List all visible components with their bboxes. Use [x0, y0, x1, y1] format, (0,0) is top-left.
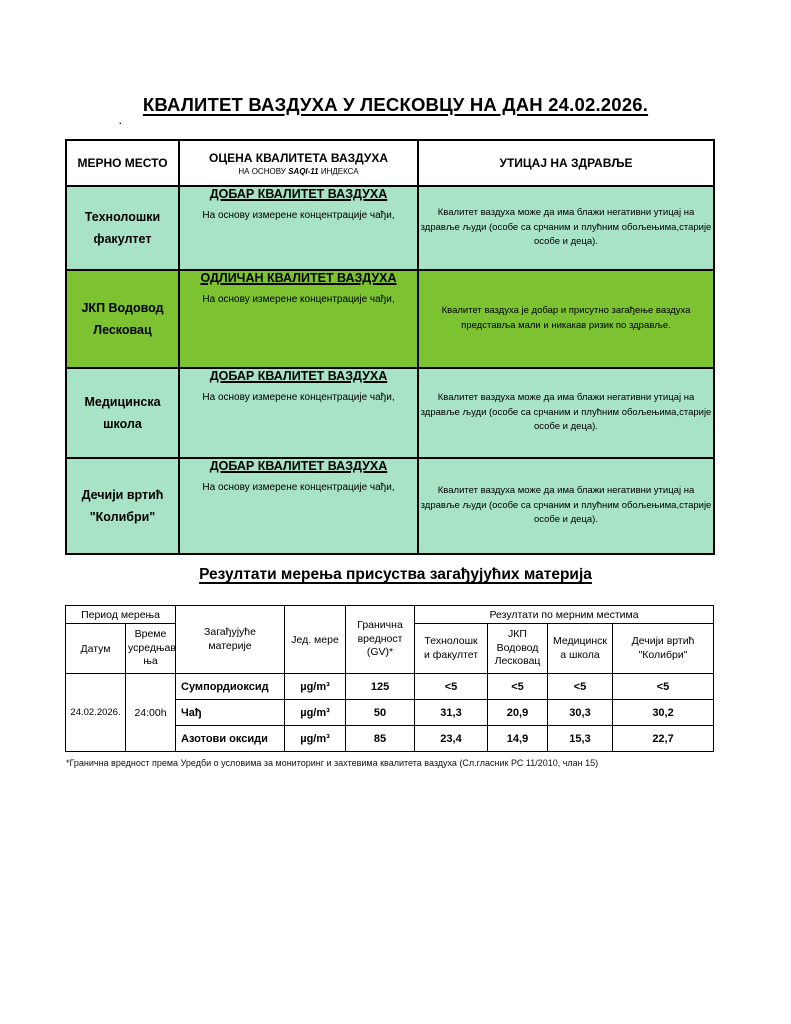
- measurement-date: 24.02.2026.: [65, 673, 126, 752]
- header-period: Период мерења: [64, 605, 177, 624]
- saqi-prefix: НА ОСНОВУ: [238, 166, 289, 176]
- health-impact-text: Квалитет ваздуха може да има блажи негат…: [417, 367, 715, 459]
- assessment-grade: ДОБАР КВАЛИТЕТ ВАЗДУХА: [209, 459, 388, 473]
- result-vodovod: <5: [487, 673, 549, 700]
- assessment-cell: ДОБАР КВАЛИТЕТ ВАЗДУХА На основу измерен…: [178, 185, 419, 271]
- health-impact-text: Квалитет ваздуха може да има блажи негат…: [417, 457, 715, 555]
- saqi-index-label: SAQI-11: [288, 166, 319, 176]
- assessment-cell: ДОБАР КВАЛИТЕТ ВАЗДУХА На основу измерен…: [178, 367, 419, 459]
- header-ocena-sublabel: НА ОСНОВУ SAQI-11 ИНДЕКСА: [181, 166, 416, 176]
- limit-value: 125: [345, 673, 416, 700]
- result-medicinska: <5: [547, 673, 614, 700]
- header-site-vodovod: ЈКП Водовод Лесковац: [487, 623, 549, 674]
- results-header-row-1: Период мерења Загађујуће материје Јед. м…: [64, 605, 715, 674]
- assessment-basis: На основу измерене концентрације чађи,: [202, 210, 395, 221]
- header-site-tehnoloski: Технолошк и факултет: [414, 623, 489, 674]
- result-tehnoloski: 23,4: [414, 725, 489, 752]
- table-row: Дечији вртић "Колибри" ДОБАР КВАЛИТЕТ ВА…: [65, 457, 715, 555]
- air-quality-header-row: МЕРНО МЕСТО ОЦЕНА КВАЛИТЕТА ВАЗДУХА НА О…: [65, 139, 715, 187]
- limit-value: 85: [345, 725, 416, 752]
- assessment-cell: ДОБАР КВАЛИТЕТ ВАЗДУХА На основу измерен…: [178, 457, 419, 555]
- result-kolibri: 30,2: [612, 699, 715, 726]
- assessment-basis: На основу измерене концентрације чађи,: [202, 392, 395, 403]
- result-medicinska: 15,3: [547, 725, 614, 752]
- site-name: Технолошки факултет: [65, 185, 180, 271]
- table-row: ЈКП Водовод Лесковац ОДЛИЧАН КВАЛИТЕТ ВА…: [65, 269, 715, 369]
- header-merno-mesto: МЕРНО МЕСТО: [65, 139, 180, 187]
- pollutant-name: Азотови оксиди: [175, 725, 286, 752]
- limit-value: 50: [345, 699, 416, 726]
- result-vodovod: 20,9: [487, 699, 549, 726]
- pollutant-name: Чађ: [175, 699, 286, 726]
- header-merno-mesto-label: МЕРНО МЕСТО: [77, 156, 168, 170]
- assessment-basis: На основу измерене концентрације чађи,: [202, 482, 395, 493]
- result-kolibri: <5: [612, 673, 715, 700]
- unit-value: µg/m³: [284, 673, 347, 700]
- assessment-grade: ОДЛИЧАН КВАЛИТЕТ ВАЗДУХА: [200, 271, 397, 285]
- results-section-title-text: Резултати мерења присуства загађујућих м…: [199, 566, 592, 583]
- header-site-medicinska: Медицинск а школа: [547, 623, 614, 674]
- result-kolibri: 22,7: [612, 725, 715, 752]
- table-row: Медицинска школа ДОБАР КВАЛИТЕТ ВАЗДУХА …: [65, 367, 715, 459]
- air-quality-table: МЕРНО МЕСТО ОЦЕНА КВАЛИТЕТА ВАЗДУХА НА О…: [65, 139, 715, 555]
- page-title: КВАЛИТЕТ ВАЗДУХА У ЛЕСКОВЦУ НА ДАН 24.02…: [0, 94, 791, 116]
- header-ocena-label: ОЦЕНА КВАЛИТЕТА ВАЗДУХА: [208, 150, 388, 165]
- site-name: Медицинска школа: [65, 367, 180, 459]
- result-tehnoloski: <5: [414, 673, 489, 700]
- header-uticaj-label: УТИЦАЈ НА ЗДРАВЉЕ: [499, 156, 633, 170]
- table-row: Технолошки факултет ДОБАР КВАЛИТЕТ ВАЗДУ…: [65, 185, 715, 271]
- table-row: Азотови оксиди µg/m³ 85 23,4 14,9 15,3 2…: [66, 725, 715, 752]
- assessment-grade: ДОБАР КВАЛИТЕТ ВАЗДУХА: [209, 369, 388, 383]
- health-impact-text: Квалитет ваздуха може да има блажи негат…: [417, 185, 715, 271]
- result-medicinska: 30,3: [547, 699, 614, 726]
- header-results: Резултати по мерним местима: [414, 605, 715, 624]
- page-title-text: КВАЛИТЕТ ВАЗДУХА У ЛЕСКОВЦУ НА ДАН 24.02…: [142, 94, 649, 115]
- unit-value: µg/m³: [284, 699, 347, 726]
- header-time: Време усредњава ња: [124, 623, 177, 674]
- averaging-time: 24:00h: [124, 673, 177, 752]
- table-row: 24.02.2026. 24:00h Сумпордиоксид µg/m³ 1…: [65, 673, 715, 752]
- saqi-suffix: ИНДЕКСА: [318, 166, 359, 176]
- site-name: Дечији вртић "Колибри": [65, 457, 180, 555]
- header-site-kolibri: Дечији вртић "Колибри": [612, 623, 715, 674]
- header-date: Датум: [65, 623, 126, 674]
- assessment-basis: На основу измерене концентрације чађи,: [202, 294, 395, 305]
- header-uticaj: УТИЦАЈ НА ЗДРАВЉЕ: [417, 139, 715, 187]
- header-pollutants: Загађујуће материје: [175, 605, 286, 674]
- result-tehnoloski: 31,3: [414, 699, 489, 726]
- assessment-cell: ОДЛИЧАН КВАЛИТЕТ ВАЗДУХА На основу измер…: [178, 269, 419, 369]
- header-ocena: ОЦЕНА КВАЛИТЕТА ВАЗДУХА НА ОСНОВУ SAQI-1…: [178, 139, 419, 187]
- results-table: Период мерења Загађујуће материје Јед. м…: [64, 605, 715, 752]
- table-row: Чађ µg/m³ 50 31,3 20,9 30,3 30,2: [66, 699, 715, 726]
- unit-value: µg/m³: [284, 725, 347, 752]
- results-section-title: Резултати мерења присуства загађујућих м…: [0, 566, 791, 584]
- stray-mark: .: [119, 116, 122, 126]
- site-name: ЈКП Водовод Лесковац: [65, 269, 180, 369]
- header-unit: Јед. мере: [284, 605, 347, 674]
- results-header-row-2: Датум Време усредњава ња Технолошк и фак…: [65, 623, 715, 674]
- health-impact-text: Квалитет ваздуха је добар и присутно заг…: [417, 269, 715, 369]
- result-vodovod: 14,9: [487, 725, 549, 752]
- header-limit-value: Гранична вредност (GV)*: [345, 605, 416, 674]
- limit-value-footnote: *Гранична вредност према Уредби о услови…: [66, 758, 599, 768]
- pollutant-name: Сумпордиоксид: [175, 673, 286, 700]
- assessment-grade: ДОБАР КВАЛИТЕТ ВАЗДУХА: [209, 187, 388, 201]
